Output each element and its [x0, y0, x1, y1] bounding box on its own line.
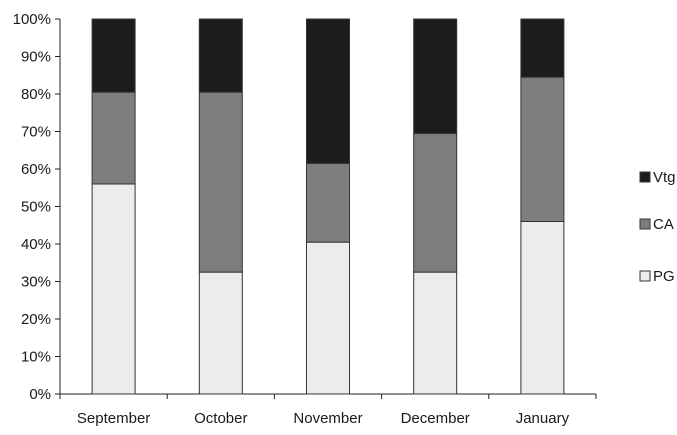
y-tick-label: 50%: [21, 199, 51, 216]
bar-segment-vtg: [91, 18, 136, 93]
bar-segment-ca: [520, 76, 565, 222]
x-tick-labels: September October November December January: [77, 410, 570, 427]
bar-segment-vtg: [413, 18, 458, 134]
y-tick-label: 100%: [13, 11, 51, 28]
y-tick-label: 60%: [21, 161, 51, 178]
bar-segment-pg: [91, 183, 136, 395]
y-tick-label: 0%: [29, 386, 51, 403]
legend-swatch-ca: [639, 218, 651, 230]
bar-segment-ca: [306, 162, 350, 243]
bar-segment-vtg: [306, 18, 350, 164]
legend: Vtg CA PG: [639, 169, 676, 285]
bar-segment-ca: [198, 91, 243, 273]
bar-segment-pg: [520, 221, 565, 395]
y-tick-labels: 0% 10% 20% 30% 40% 50% 60% 70% 80% 90% 100%: [13, 11, 51, 403]
y-tick-label: 40%: [21, 236, 51, 253]
bar-segment-ca: [413, 132, 458, 273]
y-tick-label: 80%: [21, 86, 51, 103]
x-tick-label: September: [77, 410, 150, 427]
legend-label: PG: [653, 268, 675, 285]
legend-swatch-vtg: [639, 171, 651, 183]
legend-label: CA: [653, 216, 674, 233]
x-tick-label: December: [401, 410, 470, 427]
y-tick-label: 10%: [21, 349, 51, 366]
bar-segment-ca: [91, 91, 136, 185]
y-tick-label: 70%: [21, 124, 51, 141]
bar-segment-pg: [306, 241, 350, 395]
bars: [91, 18, 565, 395]
legend-swatch-pg: [639, 270, 651, 282]
x-tick-label: January: [516, 410, 570, 427]
y-tick-label: 90%: [21, 49, 51, 66]
x-tick-label: November: [293, 410, 362, 427]
x-tick-label: October: [194, 410, 247, 427]
legend-label: Vtg: [653, 169, 676, 186]
bar-segment-pg: [198, 271, 243, 395]
y-tick-label: 20%: [21, 311, 51, 328]
bar-segment-vtg: [198, 18, 243, 93]
bar-segment-pg: [413, 271, 458, 395]
y-tick-label: 30%: [21, 274, 51, 291]
axes: [55, 18, 597, 399]
bar-segment-vtg: [520, 18, 565, 78]
